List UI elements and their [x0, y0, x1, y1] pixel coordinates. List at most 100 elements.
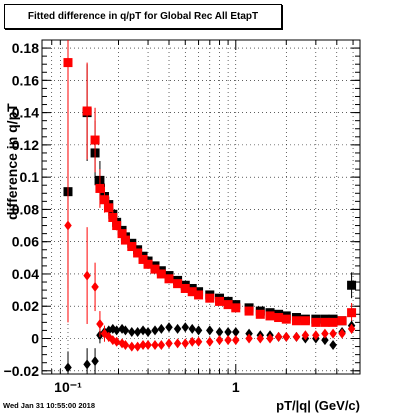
data-point — [205, 293, 215, 303]
y-tick-label: 0.1 — [20, 169, 40, 185]
y-tick-label: 0.08 — [12, 201, 39, 217]
series-1 — [63, 40, 357, 327]
data-point — [282, 331, 291, 342]
data-point — [337, 316, 347, 326]
timestamp-footer: Wed Jan 31 10:55:00 2018 — [3, 401, 96, 410]
data-point — [157, 339, 166, 350]
x-tick-labels: 10⁻¹ 1 — [54, 379, 240, 395]
data-point — [347, 323, 356, 334]
data-point — [292, 331, 301, 342]
data-point — [312, 330, 320, 341]
data-point — [164, 274, 174, 284]
data-point — [244, 306, 254, 316]
data-point — [329, 328, 337, 339]
x-tick-label: 10⁻¹ — [54, 379, 82, 395]
data-point — [187, 287, 197, 297]
data-point — [206, 336, 214, 347]
data-point — [266, 333, 274, 344]
data-point — [320, 317, 330, 327]
data-point — [139, 325, 147, 336]
data-point — [311, 317, 321, 327]
y-tick-label: 0 — [31, 331, 39, 347]
data-point — [215, 327, 224, 338]
data-point — [188, 336, 196, 347]
data-point — [245, 333, 253, 344]
data-point — [143, 259, 153, 269]
data-point — [338, 328, 346, 339]
data-point — [194, 336, 203, 347]
data-point — [83, 359, 91, 370]
data-point — [265, 311, 275, 321]
data-point — [156, 269, 166, 279]
y-tick-labels: −0.02 0 0.02 0.04 0.06 0.08 0.1 0.12 0.14 0.16 0.1… — [4, 40, 40, 379]
data-point — [215, 335, 224, 346]
data-point — [117, 229, 127, 239]
data-point — [96, 318, 104, 329]
data-layer — [63, 40, 357, 374]
data-point — [151, 339, 159, 350]
y-axis-label: difference in q/pT — [4, 103, 20, 220]
data-point — [274, 331, 283, 342]
data-point — [82, 106, 92, 116]
data-point — [255, 309, 265, 319]
y-tick-label: −0.02 — [4, 363, 40, 379]
data-point — [90, 135, 100, 145]
data-point — [347, 308, 357, 318]
data-point — [206, 325, 214, 336]
y-tick-label: 0.04 — [12, 266, 39, 282]
data-point — [120, 235, 130, 245]
data-point — [224, 327, 232, 338]
x-tick-label: 1 — [232, 379, 240, 395]
data-point — [194, 325, 203, 336]
plot-frame — [41, 39, 361, 375]
data-point — [223, 300, 233, 310]
data-point — [291, 316, 301, 326]
data-point — [121, 339, 130, 350]
series-3 — [64, 128, 356, 352]
data-point — [133, 341, 142, 352]
data-point — [104, 203, 114, 213]
data-point — [112, 325, 121, 336]
data-point — [321, 328, 329, 339]
data-point — [91, 281, 99, 292]
data-point — [181, 322, 190, 333]
y-tick-label: 0.06 — [12, 234, 39, 250]
data-point — [329, 339, 337, 350]
data-point — [194, 290, 204, 300]
data-point — [144, 327, 152, 338]
data-point — [215, 296, 225, 306]
data-point — [64, 362, 72, 373]
data-point — [157, 323, 166, 334]
data-point — [300, 316, 310, 326]
data-point — [173, 338, 182, 349]
data-point — [83, 270, 91, 281]
data-point — [112, 336, 121, 347]
data-point — [151, 325, 159, 336]
data-point — [173, 279, 183, 289]
data-point — [138, 254, 148, 264]
data-point — [224, 335, 232, 346]
data-point — [256, 333, 265, 344]
y-tick-label: 0.02 — [12, 298, 39, 314]
data-point — [165, 338, 173, 349]
data-point — [139, 339, 147, 350]
data-point — [232, 327, 240, 338]
data-point — [133, 248, 143, 258]
x-axis-label: pT/|q| (GeV/c) — [276, 398, 360, 413]
data-point — [188, 323, 196, 334]
data-point — [144, 339, 152, 350]
data-point — [121, 325, 130, 336]
y-tick-label: 0.14 — [12, 105, 39, 121]
data-point — [99, 195, 109, 205]
data-point — [165, 322, 173, 333]
data-point — [108, 212, 118, 222]
y-tick-label: 0.16 — [12, 72, 39, 88]
data-point — [328, 317, 338, 327]
data-point — [274, 313, 284, 323]
data-point — [128, 327, 136, 338]
data-point — [63, 58, 73, 68]
data-point — [128, 341, 136, 352]
data-point — [301, 330, 310, 341]
data-point — [95, 183, 105, 193]
data-point — [281, 314, 291, 324]
